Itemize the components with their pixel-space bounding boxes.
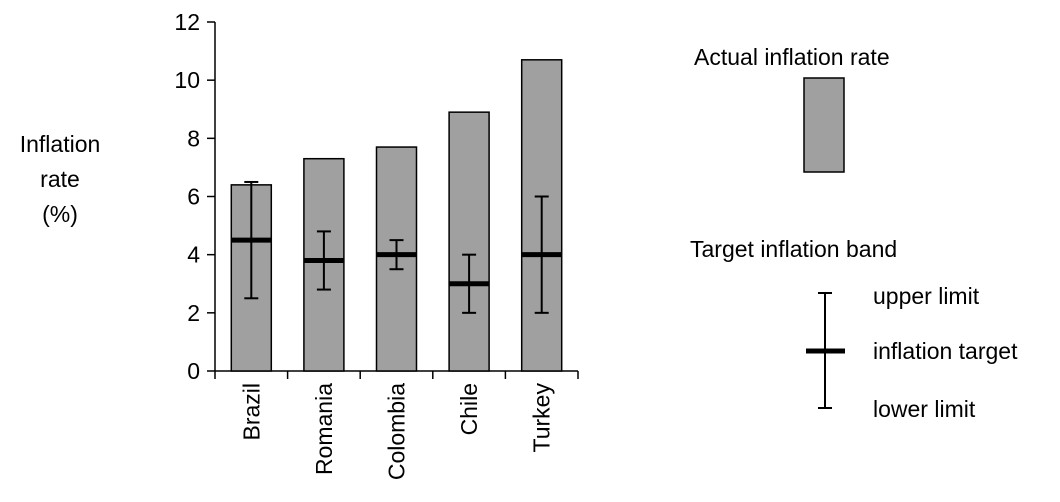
- x-tick-label-chile: Chile: [456, 383, 482, 435]
- y-axis-label-line-3: (%): [42, 201, 78, 227]
- x-ticks: [214, 371, 579, 379]
- x-tick-label-romania: Romania: [311, 383, 337, 475]
- x-tick-label-turkey: Turkey: [529, 383, 555, 453]
- x-tick-label-colombia: Colombia: [384, 383, 410, 480]
- y-tick-label-10: 10: [174, 67, 200, 93]
- legend-bar-swatch: [803, 77, 845, 173]
- y-tick-label-12: 12: [174, 9, 200, 35]
- target-bands: [231, 180, 562, 314]
- legend-bar-title: Actual inflation rate: [694, 44, 890, 70]
- y-tick-label-4: 4: [187, 242, 200, 268]
- y-tick-label-8: 8: [187, 125, 200, 151]
- y-ticks: 0 2 4 6 8 10 12: [174, 9, 215, 384]
- legend-band-title: Target inflation band: [690, 236, 897, 262]
- y-tick-label-6: 6: [187, 184, 200, 210]
- y-axis-label-line-1: Inflation: [20, 131, 101, 157]
- legend-lower-label: lower limit: [873, 396, 976, 422]
- bar-chile: [448, 111, 490, 372]
- y-tick-label-2: 2: [187, 300, 200, 326]
- legend-band-symbol: [806, 292, 845, 409]
- y-axis-label-line-2: rate: [40, 166, 80, 192]
- legend-target-label: inflation target: [873, 338, 1018, 364]
- x-tick-labels: Brazil Romania Colombia Chile Turkey: [238, 383, 554, 481]
- bars: [230, 59, 563, 372]
- x-tick-label-brazil: Brazil: [238, 383, 264, 441]
- legend-upper-label: upper limit: [873, 283, 980, 309]
- legend: Actual inflation rate Target inflation b…: [690, 44, 1018, 422]
- y-axis-label: Inflation rate (%): [20, 131, 101, 227]
- y-tick-label-0: 0: [187, 358, 200, 384]
